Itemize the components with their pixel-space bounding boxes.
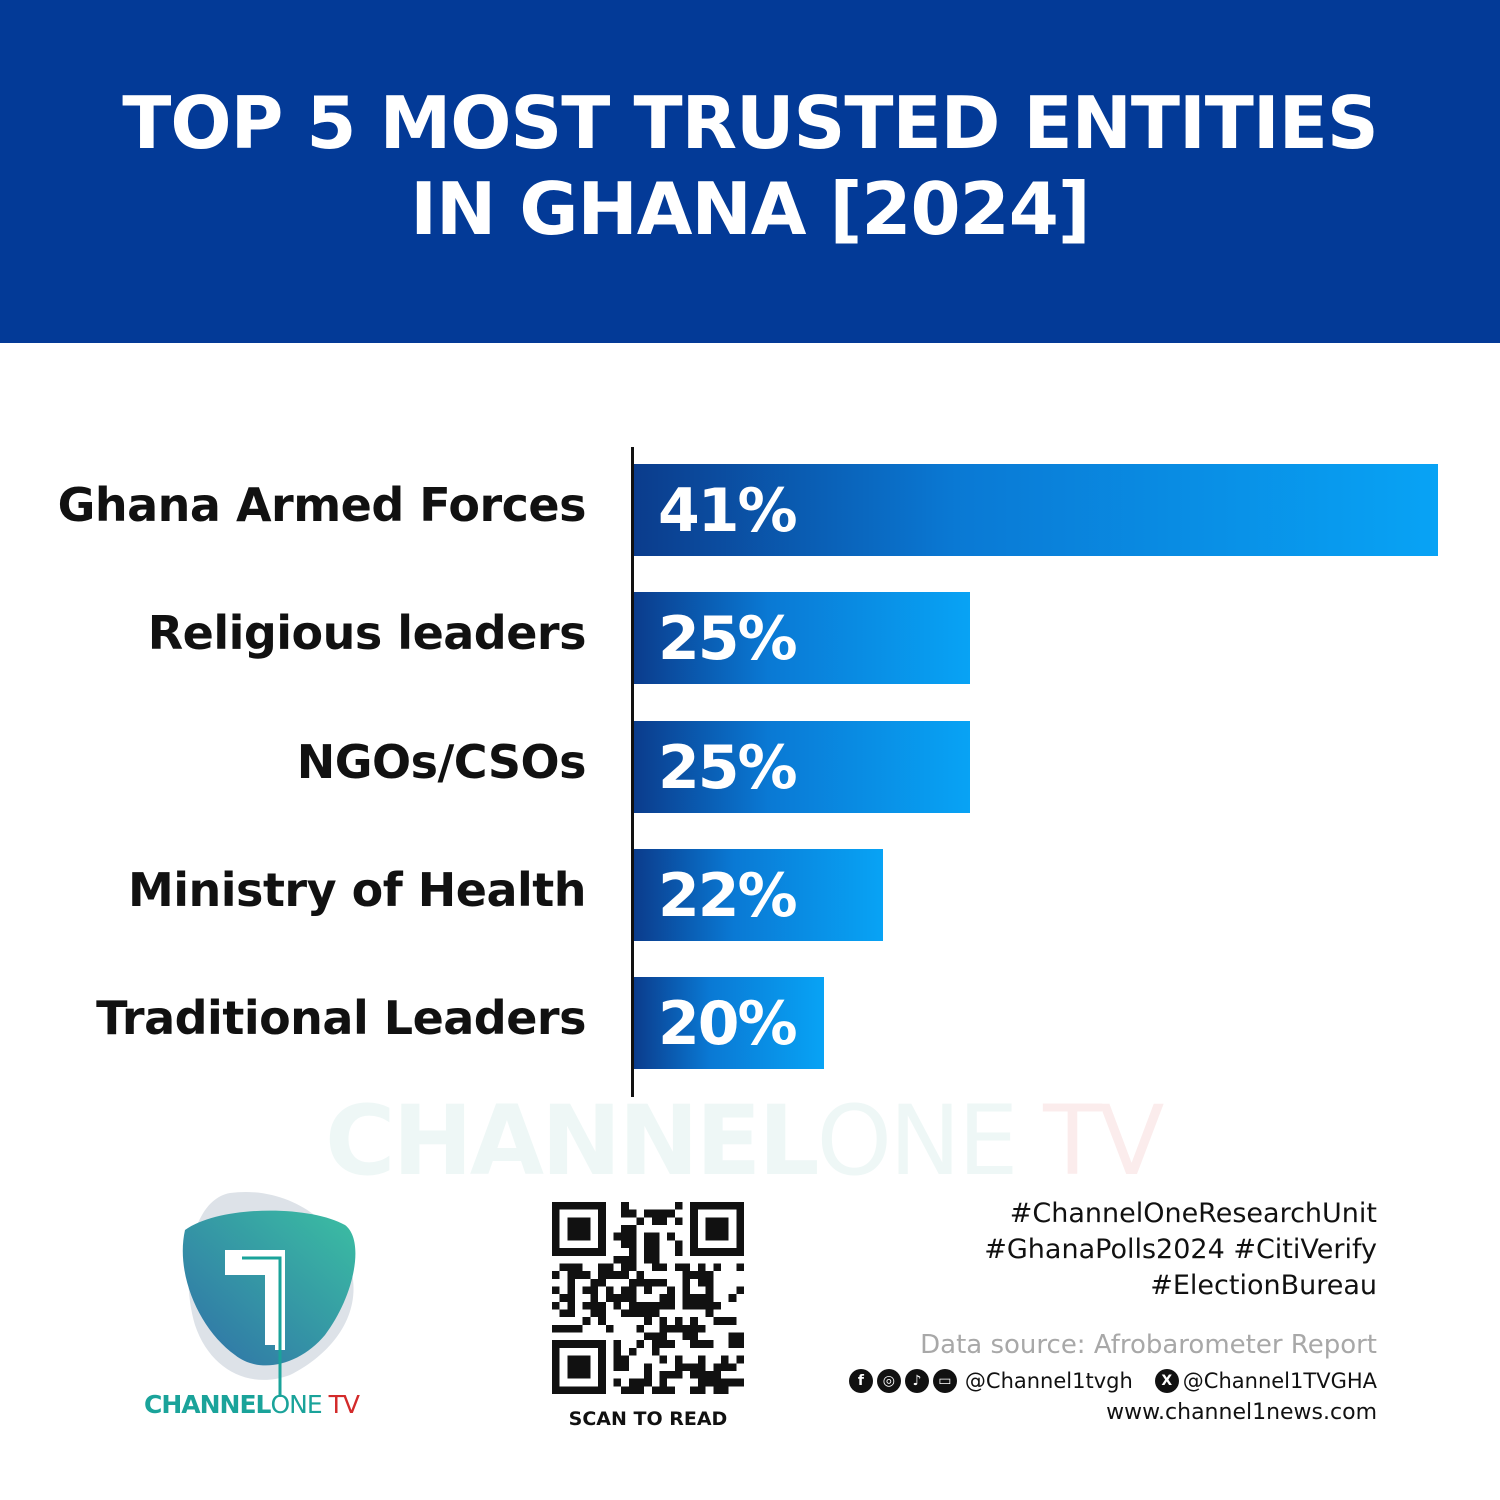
- youtube-icon[interactable]: ▭: [932, 1369, 957, 1393]
- logo-text: CHANNEL: [144, 1390, 271, 1419]
- logo-text: ONE: [270, 1390, 322, 1419]
- data-label: 20%: [658, 989, 798, 1060]
- facebook-icon[interactable]: f: [848, 1369, 873, 1393]
- x-handle[interactable]: @Channel1TVGHA: [1182, 1369, 1377, 1393]
- page-title: TOP 5 MOST TRUSTED ENTITIES IN GHANA [20…: [0, 80, 1500, 252]
- watermark-text: ONE: [816, 1085, 1019, 1197]
- data-label: 25%: [658, 732, 798, 803]
- header-banner: TOP 5 MOST TRUSTED ENTITIES IN GHANA [20…: [0, 0, 1500, 343]
- category-label: Traditional Leaders: [96, 991, 586, 1046]
- chart-axis-line: [631, 447, 634, 1097]
- instagram-icon[interactable]: ◎: [876, 1369, 901, 1393]
- data-label: 41%: [658, 476, 798, 546]
- watermark-text: TV: [1015, 1085, 1164, 1197]
- qr-code[interactable]: [552, 1202, 744, 1394]
- x-icon[interactable]: X: [1154, 1369, 1179, 1393]
- data-label: 25%: [658, 604, 798, 675]
- category-label: Ministry of Health: [128, 862, 587, 917]
- title-line-1: TOP 5 MOST TRUSTED ENTITIES: [122, 81, 1379, 165]
- bar: 41%: [634, 464, 1439, 556]
- hashtags: #ChannelOneResearchUnit #GhanaPolls2024 …: [984, 1196, 1377, 1304]
- title-line-2: IN GHANA [2024]: [410, 167, 1090, 251]
- hashtag-line: #ElectionBureau: [1150, 1270, 1377, 1301]
- tiktok-icon[interactable]: ♪: [904, 1369, 929, 1393]
- data-source: Data source: Afrobarometer Report: [920, 1330, 1377, 1360]
- logo-text: TV: [321, 1390, 360, 1419]
- social-handles: f ◎ ♪ ▭ @Channel1tvgh X @Channel1TVGHA: [848, 1369, 1377, 1393]
- bar: 25%: [634, 720, 971, 813]
- watermark: CHANNELONE TV: [325, 1085, 1164, 1197]
- bar: 20%: [634, 977, 825, 1070]
- bar: 22%: [634, 848, 883, 941]
- category-label: Ghana Armed Forces: [57, 478, 587, 532]
- data-label: 22%: [658, 860, 798, 931]
- watermark-text: CHANNEL: [325, 1085, 820, 1197]
- category-label: Religious leaders: [147, 606, 587, 661]
- social-handle[interactable]: @Channel1tvgh: [964, 1369, 1133, 1393]
- hashtag-line: #GhanaPolls2024 #CitiVerify: [984, 1234, 1377, 1265]
- scan-to-read-label: SCAN TO READ: [568, 1408, 728, 1430]
- logo-wordmark: CHANNELONE TV: [144, 1390, 360, 1419]
- hashtag-line: #ChannelOneResearchUnit: [1009, 1198, 1377, 1229]
- website-link[interactable]: www.channel1news.com: [1106, 1400, 1377, 1425]
- category-label: NGOs/CSOs: [296, 734, 587, 789]
- channel-one-logo: [182, 1191, 356, 1397]
- bar: 25%: [634, 592, 971, 685]
